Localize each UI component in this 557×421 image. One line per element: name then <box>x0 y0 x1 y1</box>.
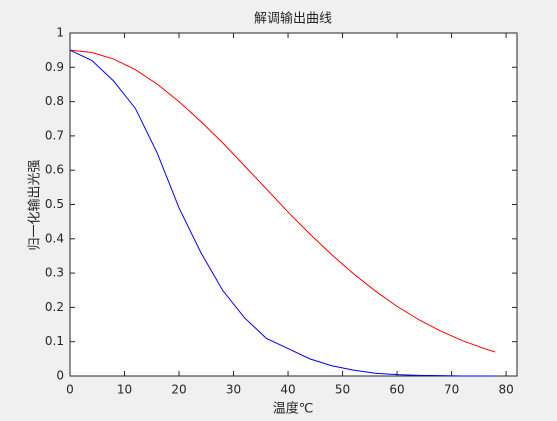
data-line <box>69 49 496 377</box>
y-axis-label: 归一化输出光强 <box>27 159 43 250</box>
y-tick-label: 0.8 <box>45 94 64 108</box>
y-tick-label: 0.7 <box>45 128 64 142</box>
y-tick-label: 0.3 <box>45 266 64 280</box>
x-tick-label: 50 <box>335 383 350 397</box>
x-axis-label: 温度℃ <box>273 401 314 417</box>
data-line <box>69 49 496 353</box>
chart-title: 解调输出曲线 <box>254 11 332 27</box>
y-tick-label: 0.4 <box>45 231 64 245</box>
y-tick-label: 0.9 <box>45 60 64 74</box>
x-tick-label: 0 <box>66 383 74 397</box>
x-tick-label: 30 <box>226 383 241 397</box>
x-tick-label: 60 <box>389 383 404 397</box>
y-tick-label: 1 <box>56 26 64 40</box>
x-tick-label: 40 <box>280 383 295 397</box>
x-tick-label: 20 <box>171 383 186 397</box>
y-tick-label: 0 <box>56 369 64 383</box>
x-tick-label: 70 <box>444 383 459 397</box>
y-tick-label: 0.2 <box>45 300 64 314</box>
plot-area <box>69 32 518 377</box>
x-tick-label: 80 <box>498 383 513 397</box>
y-tick-label: 0.5 <box>45 197 64 211</box>
y-tick-label: 0.1 <box>45 334 64 348</box>
y-tick-label: 0.6 <box>45 163 64 177</box>
x-tick-label: 10 <box>117 383 132 397</box>
